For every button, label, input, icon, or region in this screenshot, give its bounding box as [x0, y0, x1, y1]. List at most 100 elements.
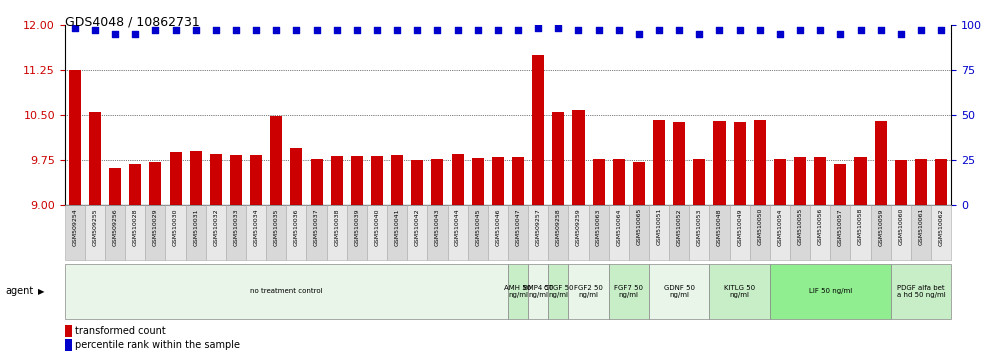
Text: GSM510060: GSM510060 — [898, 208, 903, 245]
Text: KITLG 50
ng/ml: KITLG 50 ng/ml — [724, 285, 755, 298]
Text: GSM510042: GSM510042 — [414, 208, 419, 246]
Bar — [387, 205, 407, 260]
Bar — [185, 205, 206, 260]
Bar — [407, 205, 427, 260]
Text: GSM510036: GSM510036 — [294, 208, 299, 246]
Bar — [915, 159, 927, 205]
Bar — [189, 151, 202, 205]
Bar — [894, 160, 906, 205]
Bar — [609, 264, 649, 319]
Bar — [649, 205, 669, 260]
Bar — [790, 205, 810, 260]
Text: GSM510045: GSM510045 — [475, 208, 480, 246]
Point — [591, 27, 607, 33]
Bar — [609, 205, 628, 260]
Bar — [871, 205, 890, 260]
Text: GSM510043: GSM510043 — [435, 208, 440, 246]
Bar — [573, 110, 585, 205]
Point — [711, 27, 727, 33]
Text: FGF7 50
ng/ml: FGF7 50 ng/ml — [615, 285, 643, 298]
Bar — [65, 264, 508, 319]
Text: GSM510052: GSM510052 — [676, 208, 681, 246]
Text: GSM510028: GSM510028 — [132, 208, 137, 246]
Point — [611, 27, 626, 33]
Point — [651, 27, 667, 33]
Point — [630, 31, 646, 37]
Bar — [250, 155, 262, 205]
Point — [470, 27, 486, 33]
Bar — [709, 205, 729, 260]
Bar — [855, 157, 867, 205]
Bar — [911, 205, 931, 260]
Bar — [649, 264, 709, 319]
Bar — [266, 205, 286, 260]
Bar — [246, 205, 266, 260]
Text: GSM510040: GSM510040 — [374, 208, 379, 246]
Bar — [69, 70, 81, 205]
Text: GSM510063: GSM510063 — [597, 208, 602, 246]
Bar — [508, 205, 528, 260]
Text: percentile rank within the sample: percentile rank within the sample — [75, 340, 240, 350]
Text: GSM510033: GSM510033 — [233, 208, 238, 246]
Text: LIF 50 ng/ml: LIF 50 ng/ml — [809, 288, 852, 294]
Bar — [287, 205, 307, 260]
Bar — [770, 264, 890, 319]
Text: CTGF 50
ng/ml: CTGF 50 ng/ml — [544, 285, 573, 298]
Text: GSM510053: GSM510053 — [697, 208, 702, 246]
Point — [289, 27, 305, 33]
Bar — [508, 264, 528, 319]
Bar — [169, 152, 181, 205]
Text: GDS4048 / 10862731: GDS4048 / 10862731 — [65, 16, 199, 29]
Point — [853, 27, 869, 33]
Point — [490, 27, 506, 33]
Text: GSM510050: GSM510050 — [757, 208, 762, 245]
Text: GSM509256: GSM509256 — [113, 208, 118, 246]
Bar — [810, 205, 831, 260]
Bar — [569, 264, 609, 319]
Bar — [835, 164, 847, 205]
Text: GSM510057: GSM510057 — [838, 208, 843, 246]
Point — [449, 27, 465, 33]
Bar — [689, 205, 709, 260]
Bar — [210, 154, 222, 205]
Text: GSM509255: GSM509255 — [93, 208, 98, 246]
Bar — [291, 148, 303, 205]
Bar — [548, 205, 569, 260]
Bar — [713, 121, 725, 205]
Text: GSM510061: GSM510061 — [918, 208, 923, 245]
Bar — [129, 164, 141, 205]
Point — [127, 31, 143, 37]
Point — [108, 31, 124, 37]
Point — [691, 31, 707, 37]
Bar — [230, 155, 242, 205]
Bar — [653, 120, 665, 205]
Point — [833, 31, 849, 37]
Bar — [427, 205, 447, 260]
Text: GSM510065: GSM510065 — [636, 208, 641, 245]
Bar — [472, 158, 484, 205]
Bar — [65, 325, 72, 337]
Bar — [488, 205, 508, 260]
Point — [228, 27, 244, 33]
Bar — [165, 205, 185, 260]
Text: GSM510062: GSM510062 — [938, 208, 943, 246]
Bar — [874, 121, 886, 205]
Bar — [327, 205, 347, 260]
Point — [147, 27, 163, 33]
Bar — [311, 159, 323, 205]
Point — [87, 27, 103, 33]
Text: GSM510048: GSM510048 — [717, 208, 722, 246]
Point — [370, 27, 385, 33]
Text: GSM509257: GSM509257 — [536, 208, 541, 246]
Bar — [65, 205, 85, 260]
Point — [752, 27, 768, 33]
Bar — [125, 205, 145, 260]
Bar — [347, 205, 367, 260]
Bar — [89, 112, 101, 205]
Bar — [673, 122, 685, 205]
Bar — [351, 156, 363, 205]
Point — [892, 31, 908, 37]
Bar — [110, 168, 122, 205]
Point — [429, 27, 445, 33]
Bar — [628, 205, 649, 260]
